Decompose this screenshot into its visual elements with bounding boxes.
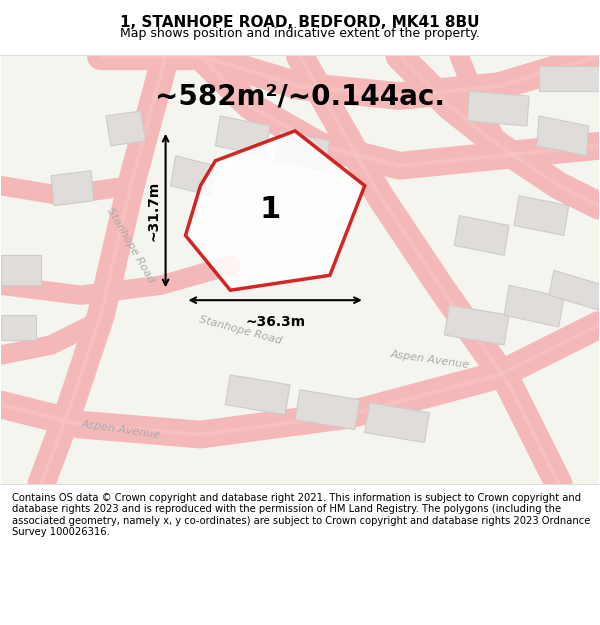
Text: Aspen Avenue: Aspen Avenue [389, 349, 470, 371]
Polygon shape [1, 256, 41, 285]
Polygon shape [445, 305, 509, 345]
Text: Contains OS data © Crown copyright and database right 2021. This information is : Contains OS data © Crown copyright and d… [12, 492, 590, 538]
Text: Stanhope Road: Stanhope Road [198, 314, 283, 346]
Polygon shape [106, 111, 146, 146]
Polygon shape [1, 315, 36, 340]
Text: 1, STANHOPE ROAD, BEDFORD, MK41 8BU: 1, STANHOPE ROAD, BEDFORD, MK41 8BU [120, 16, 480, 31]
Polygon shape [215, 116, 270, 156]
Polygon shape [226, 375, 290, 414]
Polygon shape [539, 66, 599, 91]
Polygon shape [295, 390, 360, 429]
Polygon shape [365, 402, 430, 442]
Text: 1: 1 [260, 194, 281, 224]
Polygon shape [454, 216, 509, 256]
Polygon shape [514, 196, 569, 236]
Polygon shape [170, 156, 215, 196]
Text: ~31.7m: ~31.7m [146, 181, 161, 241]
Text: Aspen Avenue: Aspen Avenue [80, 419, 161, 440]
Polygon shape [549, 270, 600, 310]
Text: Map shows position and indicative extent of the property.: Map shows position and indicative extent… [120, 27, 480, 39]
Polygon shape [504, 285, 564, 327]
Text: Stanhope Road: Stanhope Road [105, 206, 157, 285]
Text: ~36.3m: ~36.3m [245, 315, 305, 329]
Polygon shape [467, 91, 529, 126]
Polygon shape [537, 116, 589, 156]
Polygon shape [185, 131, 365, 290]
Text: ~582m²/~0.144ac.: ~582m²/~0.144ac. [155, 82, 445, 110]
Polygon shape [51, 171, 94, 206]
Polygon shape [275, 131, 330, 171]
